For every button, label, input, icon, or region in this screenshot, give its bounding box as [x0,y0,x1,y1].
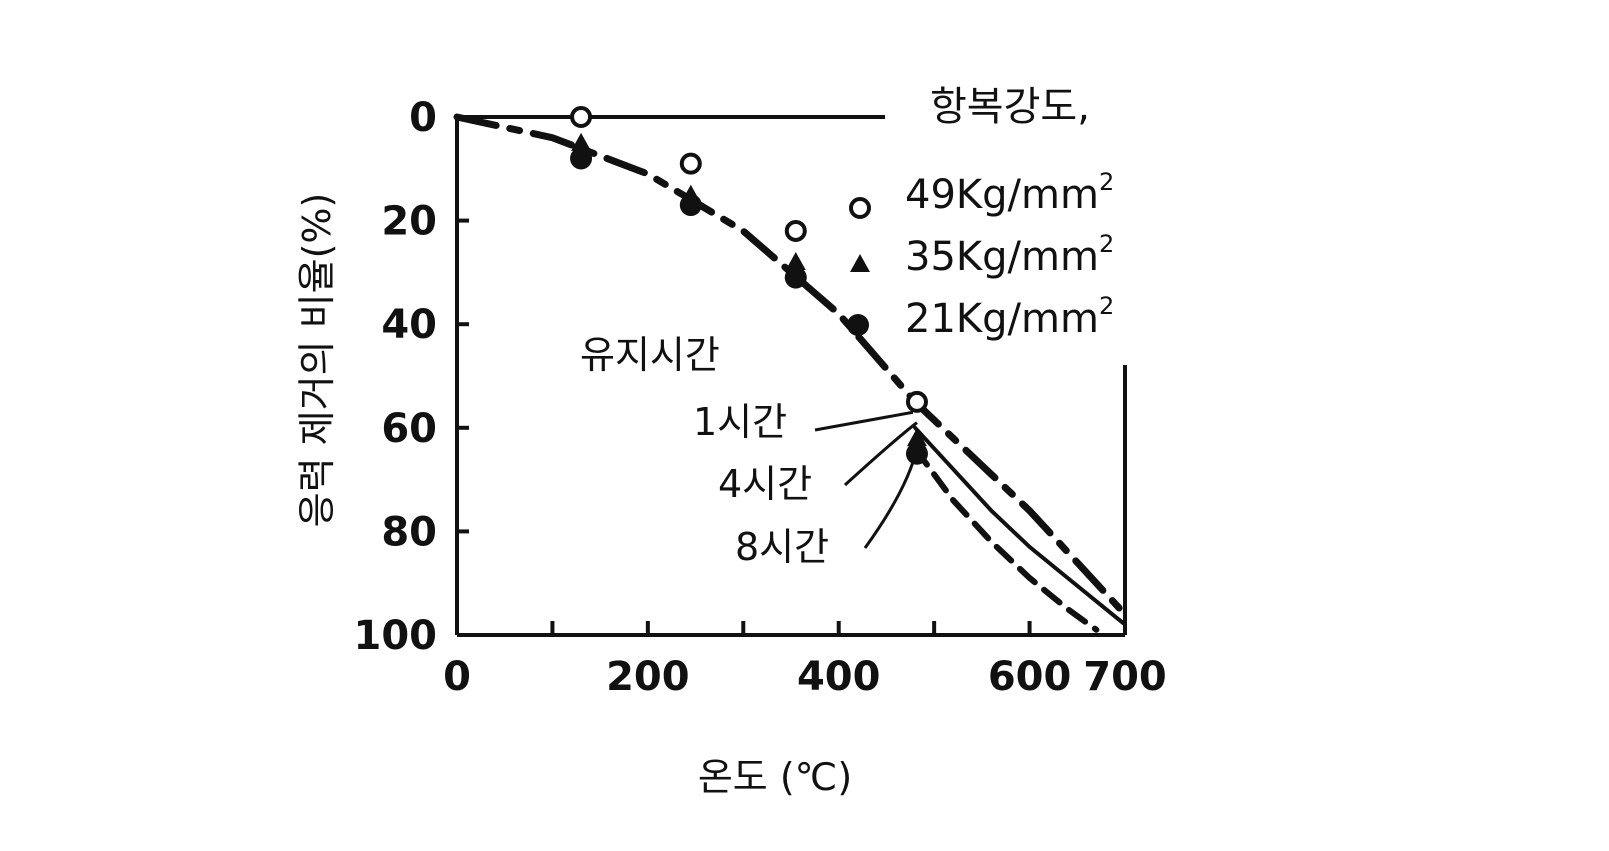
legend-label-35: 35Kg/mm2 [905,230,1114,280]
point-triangle [906,428,927,447]
y-axis-label: 응력 제거의 비율(%) [295,193,339,528]
y-tick-label: 100 [354,613,438,659]
x-axis-label: 온도 (℃) [698,755,852,799]
series-line-1 [453,113,1129,618]
series-lines [453,113,1129,633]
leader-4h [843,421,918,487]
point-filled-circle [679,194,702,217]
y-tick-label: 20 [381,199,437,245]
point-triangle [571,132,592,151]
point-open-circle [905,390,928,413]
annotation-8h: 8시간 [735,525,829,569]
legend-label-49: 49Kg/mm2 [905,168,1114,218]
x-tick-label: 0 [443,654,471,700]
leader-8h [863,448,919,549]
legend-marker-triangle [850,254,870,272]
annotation-4h: 4시간 [718,462,812,506]
x-tick-label: 600 [988,654,1072,700]
point-filled-circle [784,266,807,289]
legend-marker-filled-circle [847,314,869,336]
y-tick-label: 0 [409,95,437,141]
point-open-circle [679,152,702,175]
point-triangle [785,252,806,271]
point-open-circle [570,106,593,128]
series-line-3 [912,445,1100,633]
leader-1h [814,410,914,432]
legend-label-21: 21Kg/mm2 [905,292,1114,342]
point-filled-circle [570,147,593,170]
annotation-header: 유지시간 [580,333,720,377]
x-tick-label: 400 [797,654,881,700]
x-tick-label: 200 [606,654,690,700]
legend-marker-open-circle [849,197,871,219]
axes: 0 200 400 600 700 0 20 40 60 80 100 [354,95,1167,700]
legend-title: 항복강도, [930,84,1090,130]
annotation-1h: 1시간 [693,400,787,444]
y-tick-label: 60 [381,406,437,452]
series-line-2 [913,425,1127,627]
y-tick-label: 40 [381,302,437,348]
annotation-leaders [814,410,919,549]
point-open-circle [784,219,807,242]
x-tick-label: 700 [1083,654,1167,700]
y-tick-label: 80 [381,509,437,555]
